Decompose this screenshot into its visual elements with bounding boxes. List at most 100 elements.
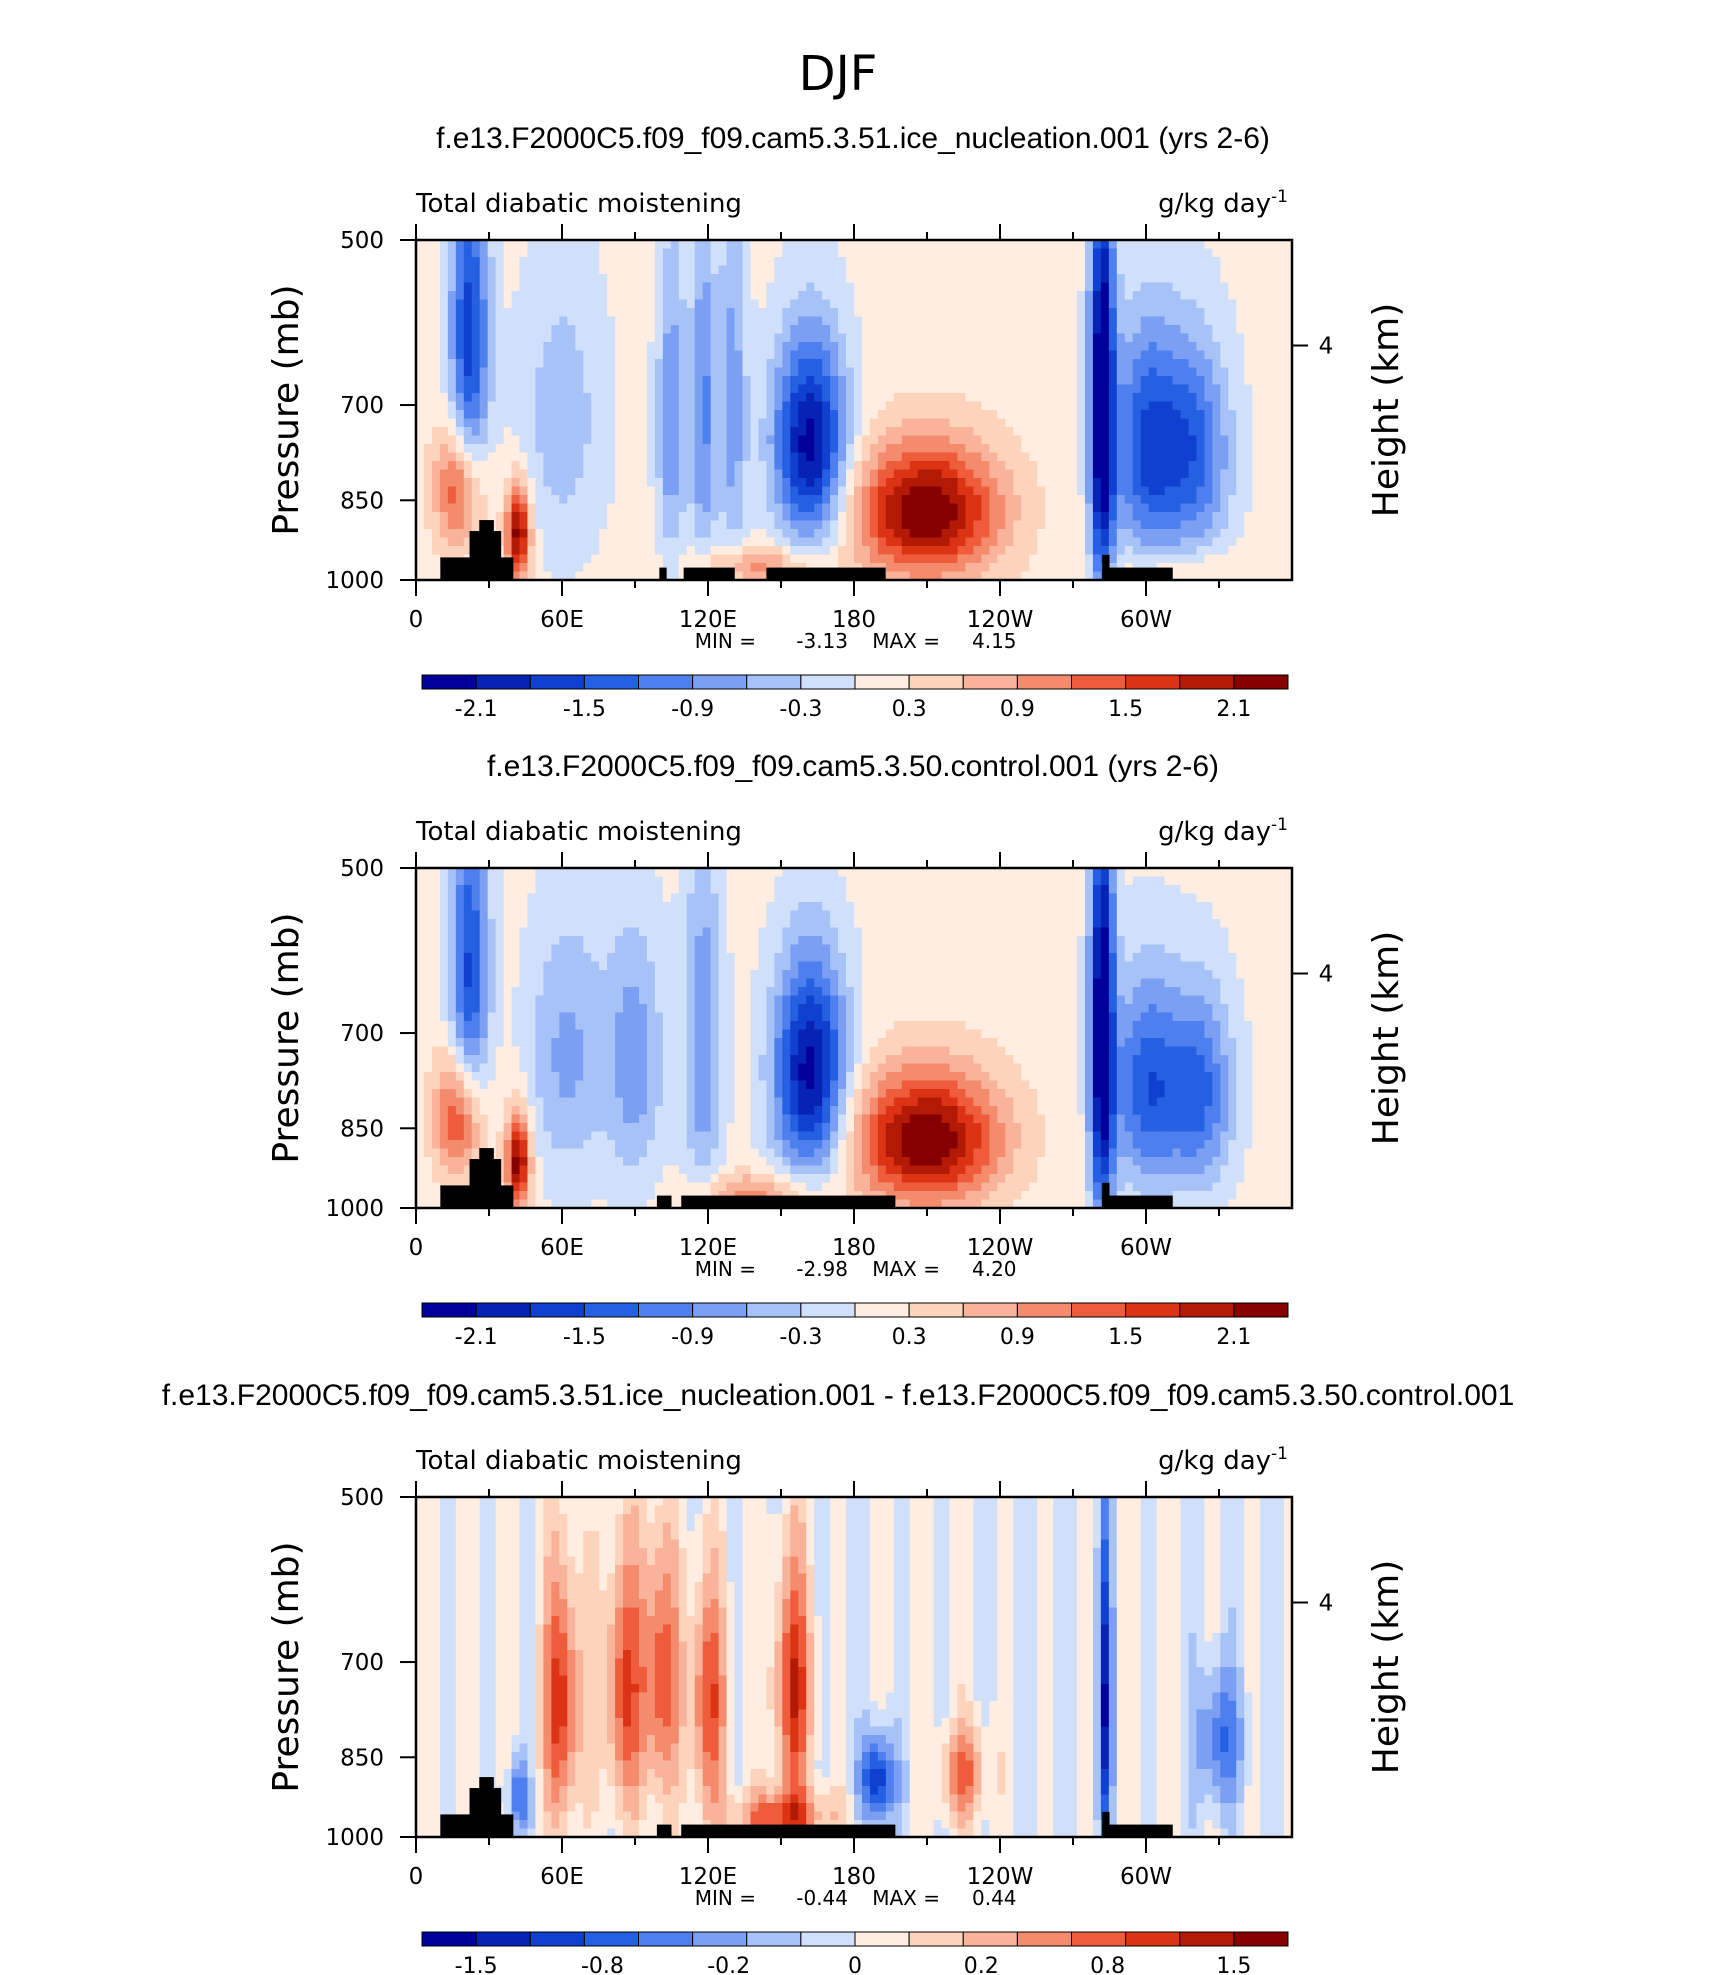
field-cell	[901, 529, 911, 539]
field-cell	[734, 537, 744, 547]
field-cell	[487, 893, 497, 903]
field-cell	[1076, 512, 1086, 522]
field-cell	[702, 359, 712, 369]
field-cell	[830, 333, 839, 343]
field-cell	[909, 427, 919, 437]
field-cell	[1132, 478, 1142, 488]
field-cell	[567, 503, 576, 513]
field-cell	[1228, 563, 1237, 573]
field-cell	[726, 876, 736, 886]
field-cell	[941, 367, 951, 377]
field-cell	[1108, 384, 1118, 394]
field-cell	[822, 452, 831, 462]
field-cell	[846, 876, 855, 886]
field-cell	[941, 461, 951, 471]
field-cell	[838, 282, 847, 292]
field-cell	[901, 282, 911, 292]
field-cell	[575, 503, 584, 513]
field-cell	[1092, 257, 1102, 267]
max-value: 4.15	[972, 629, 1017, 653]
field-cell	[1116, 512, 1126, 522]
field-cell	[877, 384, 887, 394]
field-cell	[949, 367, 959, 377]
field-cell	[742, 563, 752, 573]
field-cell	[1045, 520, 1054, 530]
field-cell	[798, 265, 807, 275]
field-cell	[1140, 495, 1150, 505]
field-cell	[1092, 274, 1102, 284]
field-cell	[830, 885, 839, 895]
field-cell	[559, 342, 568, 352]
field-cell	[1148, 486, 1158, 496]
field-cell	[1204, 299, 1213, 309]
field-cell	[551, 308, 560, 318]
field-cell	[877, 537, 887, 547]
field-cell	[646, 240, 656, 250]
field-cell	[949, 333, 959, 343]
field-cell	[1268, 435, 1277, 445]
field-cell	[511, 401, 521, 411]
field-cell	[869, 537, 879, 547]
field-cell	[1260, 546, 1269, 556]
field-cell	[774, 291, 783, 301]
field-cell	[527, 342, 537, 352]
field-cell	[702, 563, 712, 573]
field-cell	[471, 876, 481, 886]
field-cell	[917, 393, 927, 403]
field-cell	[607, 868, 616, 878]
field-cell	[710, 376, 720, 386]
field-cell	[702, 868, 712, 878]
field-cell	[511, 876, 521, 886]
field-cell	[774, 418, 783, 428]
field-cell	[1172, 520, 1182, 530]
field-cell	[1021, 512, 1030, 522]
field-cell	[901, 461, 911, 471]
field-cell	[710, 529, 720, 539]
field-cell	[599, 546, 608, 556]
field-cell	[1084, 868, 1094, 878]
field-cell	[1084, 537, 1094, 547]
field-cell	[933, 240, 943, 250]
field-cell	[591, 316, 600, 326]
field-cell	[1084, 316, 1094, 326]
field-cell	[822, 529, 831, 539]
field-cell	[997, 291, 1006, 301]
field-cell	[782, 393, 791, 403]
field-cell	[631, 308, 640, 318]
field-cell	[1164, 461, 1174, 471]
field-cell	[830, 274, 839, 284]
field-cell	[511, 427, 521, 437]
field-cell	[1236, 393, 1245, 403]
field-cell	[854, 282, 863, 292]
field-cell	[822, 461, 831, 471]
field-cell	[941, 308, 951, 318]
field-cell	[439, 350, 449, 360]
field-cell	[519, 512, 529, 522]
field-cell	[487, 308, 497, 318]
field-cell	[957, 563, 967, 573]
field-cell	[431, 367, 441, 377]
field-cell	[686, 529, 696, 539]
field-cell	[1084, 554, 1094, 564]
field-cell	[726, 308, 736, 318]
field-cell	[790, 325, 799, 335]
field-cell	[1061, 410, 1070, 420]
field-cell	[869, 240, 879, 250]
field-cell	[1005, 427, 1014, 437]
field-cell	[1045, 299, 1054, 309]
field-cell	[575, 876, 584, 886]
field-cell	[1180, 350, 1190, 360]
field-cell	[694, 274, 704, 284]
field-cell	[1124, 393, 1134, 403]
field-cell	[742, 444, 752, 454]
field-cell	[543, 427, 552, 437]
field-cell	[909, 478, 919, 488]
field-cell	[758, 308, 767, 318]
field-cell	[1276, 512, 1285, 522]
field-cell	[1053, 469, 1062, 479]
field-cell	[1156, 308, 1166, 318]
field-cell	[479, 444, 489, 454]
field-cell	[766, 893, 775, 903]
field-cell	[670, 452, 680, 462]
field-cell	[790, 529, 799, 539]
